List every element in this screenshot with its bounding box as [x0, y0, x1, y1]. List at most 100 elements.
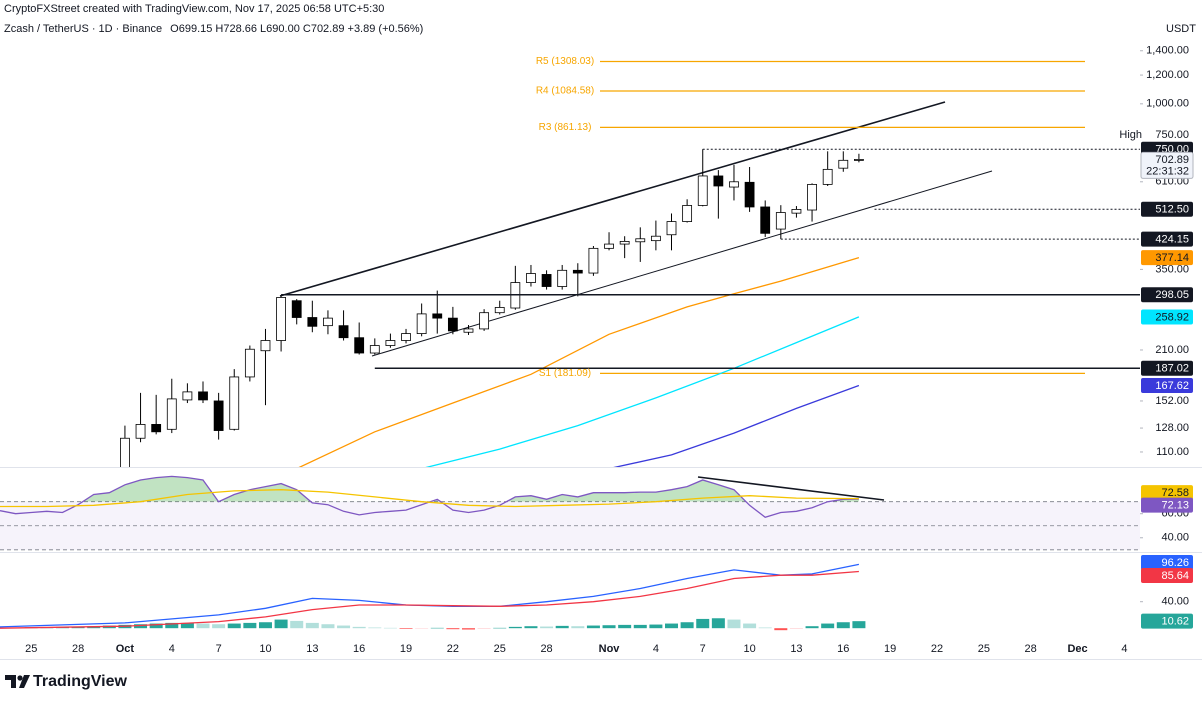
- level-label: 424.15: [1155, 234, 1189, 246]
- histogram-bar: [727, 619, 741, 629]
- histogram-bar: [196, 623, 210, 629]
- histogram-bar: [461, 628, 475, 630]
- level-label: 512.50: [1155, 204, 1189, 216]
- histogram-bar: [415, 628, 429, 629]
- histogram-bar: [180, 622, 194, 629]
- histogram-bar: [383, 627, 397, 629]
- x-tick-label: 22: [447, 643, 459, 655]
- histogram-bar: [212, 624, 226, 629]
- y-tick-label: 40.00: [1161, 596, 1189, 608]
- x-tick-label: 13: [790, 643, 802, 655]
- y-tick-label: 1,200.00: [1146, 69, 1189, 81]
- logo-mark: [5, 675, 16, 688]
- logo-mark: [19, 675, 30, 688]
- candle-body: [385, 340, 396, 346]
- histogram-bar: [852, 621, 866, 629]
- x-tick-label: 4: [653, 643, 659, 655]
- candle-body: [604, 243, 614, 249]
- histogram-bar: [321, 624, 335, 629]
- candle-body: [151, 424, 162, 433]
- y-tick-label: 152.00: [1155, 395, 1189, 407]
- candle-body: [229, 376, 240, 430]
- x-tick-label: 10: [259, 643, 271, 655]
- histogram-bar: [290, 620, 304, 629]
- x-tick-label: 19: [400, 643, 412, 655]
- candle-body: [307, 317, 318, 327]
- candle-body: [713, 175, 724, 187]
- logo: TradingView: [5, 673, 128, 690]
- candle-body: [182, 391, 193, 401]
- candle-body: [338, 325, 349, 339]
- drawings: [279, 101, 993, 357]
- histogram-bar: [149, 623, 163, 629]
- histogram-bar: [540, 626, 554, 629]
- histogram-bar: [430, 627, 444, 629]
- x-tick-label: Nov: [599, 643, 621, 655]
- candle-body: [369, 345, 380, 354]
- rsi-last-label-box: [1141, 497, 1193, 513]
- candle-body: [760, 206, 771, 234]
- histogram-bar: [305, 622, 319, 629]
- candle-body: [619, 241, 630, 245]
- pivot-label: R4 (1084.58): [536, 86, 594, 97]
- candle-body: [822, 168, 833, 185]
- candle-body: [526, 273, 536, 283]
- candle-body: [447, 317, 458, 332]
- y-tick-label: 1,400.00: [1146, 45, 1189, 57]
- level-note-value: 750.00: [1155, 129, 1189, 141]
- histogram-bar: [602, 625, 616, 629]
- y-tick-label: 350.00: [1155, 263, 1189, 275]
- pivot-label: R3 (861.13): [539, 122, 592, 133]
- pivot-label: R5 (1308.03): [536, 56, 594, 67]
- histogram-bar: [680, 622, 694, 629]
- x-tick-label: 16: [837, 643, 849, 655]
- x-tick-label: 4: [1121, 643, 1127, 655]
- ma-last-label-box: [1141, 250, 1193, 266]
- x-tick-label: 19: [884, 643, 896, 655]
- histogram-bar: [258, 622, 272, 629]
- rsi-pane: [0, 475, 1140, 551]
- x-tick-label: Dec: [1067, 643, 1087, 655]
- rsi-line: [0, 489, 859, 508]
- histogram-bar: [165, 622, 179, 629]
- x-tick-label: 25: [494, 643, 506, 655]
- channel-lower: [371, 170, 993, 357]
- candle-body: [588, 247, 599, 274]
- candle-body: [198, 391, 208, 401]
- level-label-box: [1141, 287, 1193, 303]
- x-tick-label: 7: [700, 643, 706, 655]
- histogram-bar: [524, 626, 538, 629]
- candle-body: [744, 181, 755, 208]
- moving-average: [298, 256, 860, 467]
- candle-body: [291, 300, 302, 318]
- rsi-trendline: [697, 476, 885, 501]
- candle-body: [401, 333, 411, 341]
- x-tick-label: 22: [931, 643, 943, 655]
- macd-last-label-box: [1141, 554, 1193, 570]
- candle-body: [135, 424, 146, 439]
- ma-last-label: 258.92: [1155, 311, 1189, 323]
- x-tick-label: 7: [216, 643, 222, 655]
- histogram-bar: [836, 622, 850, 629]
- histogram-bar: [446, 628, 460, 630]
- candle-body: [854, 159, 864, 161]
- candle-body: [541, 274, 552, 287]
- candle-body: [635, 238, 646, 243]
- candle-body: [838, 159, 849, 169]
- histogram-bar: [571, 626, 585, 629]
- x-tick-label: 25: [978, 643, 990, 655]
- histogram-bar: [274, 619, 288, 629]
- histogram-bar: [618, 624, 632, 629]
- histogram-bar: [758, 627, 772, 629]
- logo-text: TradingView: [33, 673, 128, 690]
- candle-body: [697, 175, 708, 206]
- candle-body: [791, 209, 802, 214]
- histogram-bar: [337, 625, 351, 629]
- histogram-bar: [805, 626, 819, 629]
- histogram-bar: [243, 622, 257, 629]
- rsi-last-label-box: [1141, 485, 1193, 501]
- histogram-bar: [633, 624, 647, 629]
- x-tick-label: Oct: [116, 643, 135, 655]
- candle-body: [775, 212, 786, 230]
